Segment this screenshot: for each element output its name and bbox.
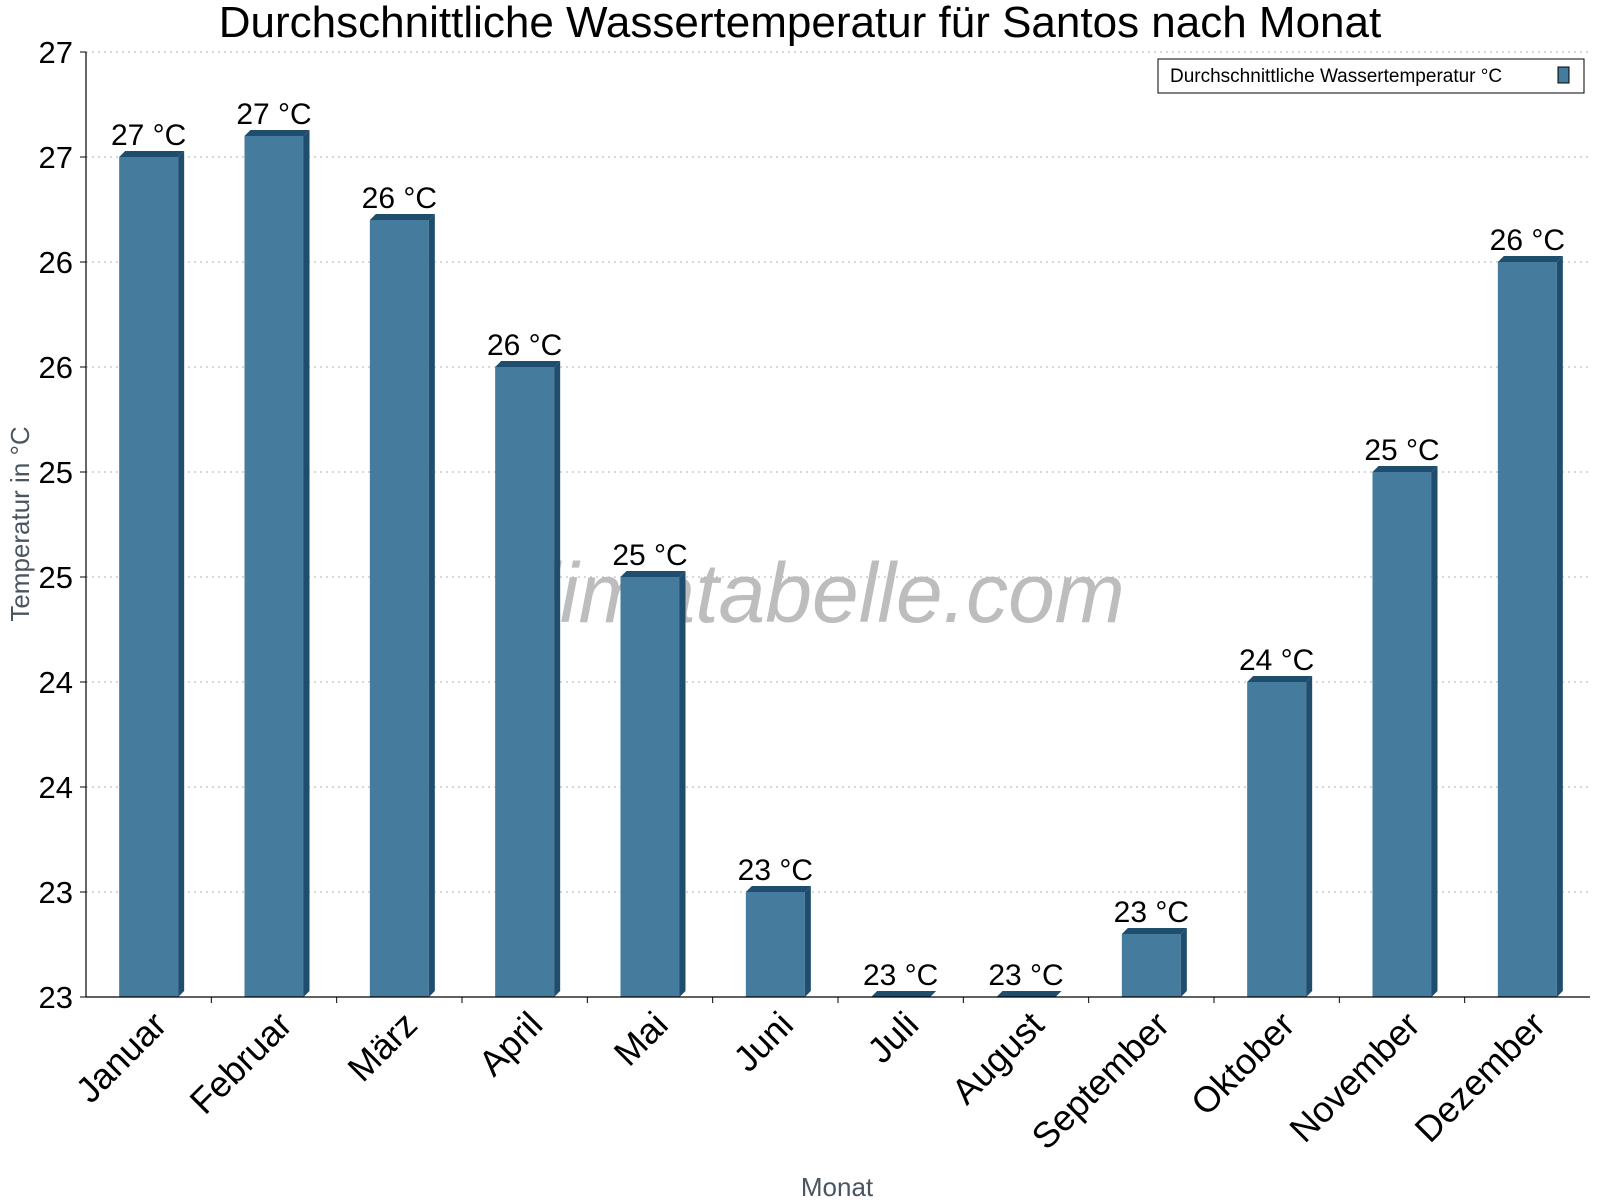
bar	[1247, 682, 1307, 997]
y-tick-label: 27	[39, 140, 73, 175]
x-tick-label: März	[339, 1004, 425, 1090]
bar	[495, 367, 555, 997]
grid-lines	[86, 51, 1590, 893]
bar-value-label: 24 °C	[1239, 644, 1314, 677]
bar	[119, 157, 179, 997]
bar-value-label: 27 °C	[236, 98, 311, 131]
bar-side	[178, 151, 185, 997]
bar	[1121, 934, 1181, 997]
bar-value-label: 25 °C	[612, 539, 687, 572]
bar	[1497, 262, 1557, 997]
bars: 27 °C 27 °C 26 °C 26 °C 25 °C 23 °C 23 °C 23 °C…	[111, 98, 1565, 997]
legend-label: Durchschnittliche Wassertemperatur °C	[1170, 66, 1502, 87]
bar-side	[428, 214, 435, 997]
x-tick-label: September	[1023, 1004, 1177, 1158]
x-tick-label: Februar	[182, 1004, 300, 1122]
bar-top	[1497, 256, 1563, 262]
watermark: klimatabelle.com	[499, 546, 1125, 640]
y-tick-label: 26	[39, 350, 73, 385]
bar-side	[554, 361, 561, 997]
x-tick-label: Januar	[67, 1004, 174, 1111]
bar	[745, 892, 805, 997]
bar-side	[1180, 928, 1187, 997]
chart-title: Durchschnittliche Wassertemperatur für S…	[219, 0, 1381, 47]
x-tick-label: November	[1281, 1004, 1427, 1150]
bar-top	[119, 151, 185, 157]
bar-top	[745, 886, 811, 892]
y-tick-label: 27	[39, 35, 73, 70]
bar-top	[996, 991, 1062, 997]
x-tick-label: Juni	[725, 1004, 801, 1080]
y-tick-label: 25	[39, 560, 73, 595]
x-axis-label: Monat	[801, 1172, 874, 1200]
legend-swatch	[1557, 66, 1570, 84]
bar-top	[495, 361, 561, 367]
y-tick-label: 24	[39, 665, 73, 700]
bar-top	[369, 214, 435, 220]
y-tick-label: 25	[39, 455, 73, 490]
bar-side	[804, 886, 811, 997]
bar-side	[303, 130, 310, 997]
bar-top	[871, 991, 937, 997]
bar-top	[1121, 928, 1187, 934]
y-tick-label: 23	[39, 875, 73, 910]
axes	[80, 51, 1590, 1003]
y-tick-labels: 23 23 24 24 25 25 26 26 27 27	[39, 35, 73, 1015]
y-tick-label: 26	[39, 245, 73, 280]
bar	[1372, 472, 1432, 997]
y-tick-label: 24	[39, 770, 73, 805]
bar-value-label: 23 °C	[863, 959, 938, 992]
bar-top	[620, 571, 686, 577]
x-tick-label: Mai	[606, 1004, 676, 1074]
legend: Durchschnittliche Wassertemperatur °C	[1157, 58, 1585, 94]
bar-top	[244, 130, 310, 136]
bar	[369, 220, 429, 997]
x-tick-label: August	[943, 1004, 1051, 1112]
bar-value-label: 26 °C	[1490, 224, 1565, 257]
bar-value-label: 26 °C	[487, 329, 562, 362]
bar	[244, 136, 304, 997]
x-tick-labels: Januar Februar März April Mai Juni Juli AugustS…	[67, 1004, 1553, 1158]
bar-side	[1431, 466, 1438, 997]
x-tick-label: April	[470, 1004, 550, 1084]
bar-value-label: 25 °C	[1364, 434, 1439, 467]
bar-top	[1372, 466, 1438, 472]
bar	[620, 577, 680, 997]
y-axis-label: Temperatur in °C	[5, 426, 35, 621]
x-tick-label: Juli	[859, 1004, 926, 1071]
bar-value-label: 23 °C	[988, 959, 1063, 992]
bar-value-label: 26 °C	[362, 182, 437, 215]
bar-value-label: 23 °C	[1114, 896, 1189, 929]
x-tick-label: Oktober	[1183, 1004, 1303, 1124]
bar-top	[1247, 676, 1313, 682]
x-tick-label: Dezember	[1407, 1004, 1553, 1150]
bar-side	[1556, 256, 1563, 997]
legend-box	[1157, 58, 1585, 94]
bar-value-label: 23 °C	[738, 854, 813, 887]
bar-side	[1306, 676, 1313, 997]
y-tick-label: 23	[39, 980, 73, 1015]
bar-value-label: 27 °C	[111, 119, 186, 152]
bar-side	[679, 571, 686, 997]
